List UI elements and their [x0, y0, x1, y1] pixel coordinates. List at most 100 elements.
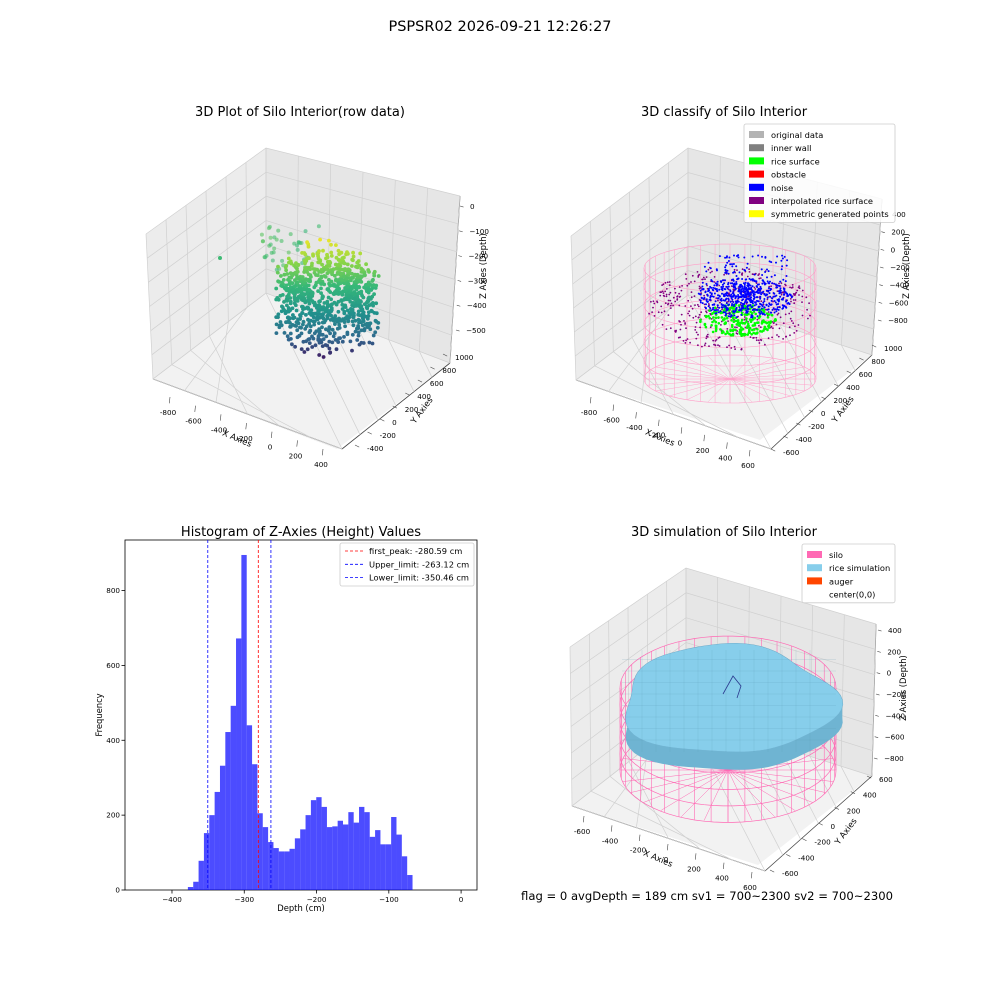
- classify-noise-point: [767, 282, 770, 284]
- classify-rice-point: [762, 309, 765, 312]
- classify-noise-point: [744, 269, 747, 272]
- classify-noise-point: [731, 303, 734, 305]
- classify-noise-point: [785, 275, 788, 277]
- classify-interp-point: [684, 273, 687, 276]
- raw-point: [284, 283, 289, 288]
- classify-interp-point: [798, 294, 800, 296]
- classify-interp-point: [703, 303, 706, 306]
- classify-noise-point: [779, 287, 782, 290]
- classify-noise-point: [751, 291, 754, 293]
- classify-noise-point: [743, 285, 746, 288]
- raw-point: [334, 347, 339, 352]
- classify-noise-point: [703, 296, 706, 299]
- classify-interp-point: [705, 310, 707, 313]
- classify-interp-point: [755, 339, 758, 342]
- classify-interp-point: [727, 312, 729, 315]
- raw-point: [295, 266, 299, 271]
- simulation-y-tick-label: 200: [847, 806, 861, 815]
- classify-interp-point: [793, 302, 796, 305]
- classify-interp-point: [703, 344, 706, 347]
- classify-rice-point: [734, 319, 738, 323]
- classify-noise-point: [737, 295, 740, 298]
- histogram-bar: [289, 848, 295, 890]
- histogram-x-tick-label: −100: [379, 895, 399, 904]
- classify-noise-point: [769, 287, 772, 290]
- classify-noise-point: [756, 315, 759, 318]
- raw-point: [306, 317, 310, 322]
- classify-noise-point: [735, 275, 738, 277]
- classify-x-tick-label: 600: [741, 461, 755, 470]
- classify-y-tick-label: 200: [834, 396, 848, 405]
- classify-rice-point: [739, 332, 743, 336]
- raw-point: [313, 343, 318, 348]
- classify-interp-point: [758, 273, 760, 275]
- raw-point: [312, 285, 317, 290]
- classify-noise-point: [777, 299, 780, 302]
- raw-point: [329, 250, 334, 255]
- raw-point: [332, 273, 337, 278]
- classify-rice-point: [743, 313, 747, 316]
- classify-rice-point: [748, 329, 751, 333]
- classify-noise-point: [718, 294, 721, 297]
- classify-interp-point: [668, 293, 671, 296]
- raw-point: [297, 277, 302, 282]
- classify-noise-point: [715, 284, 718, 287]
- classify-rice-point: [714, 329, 718, 333]
- classify-noise-point: [769, 311, 772, 314]
- raw-point: [348, 299, 353, 304]
- classify-noise-point: [702, 288, 705, 290]
- classify-interp-point: [698, 313, 701, 316]
- raw-point: [361, 341, 366, 345]
- classify-noise-point: [785, 299, 788, 302]
- classify-interp-point: [789, 286, 791, 289]
- classify-noise-point: [761, 255, 763, 258]
- histogram-bar: [193, 881, 199, 890]
- classify-interp-point: [650, 300, 652, 303]
- raw-point: [271, 250, 276, 255]
- classify-interp-point: [693, 295, 696, 297]
- raw-point: [295, 280, 300, 285]
- raw-y-tick-label: 400: [417, 392, 431, 401]
- classify-noise-point: [743, 301, 746, 304]
- classify-z-tick-label: 400: [892, 210, 906, 219]
- raw-point: [328, 350, 333, 355]
- classify-rice-point: [766, 312, 769, 316]
- classify-interp-point: [665, 293, 668, 296]
- raw-point: [285, 287, 289, 291]
- raw-point: [296, 240, 301, 245]
- raw-point: [350, 319, 355, 324]
- classify-noise-point: [782, 278, 785, 281]
- raw-point: [320, 262, 324, 267]
- simulation-z-tick-label: 200: [887, 647, 901, 656]
- classify-noise-point: [725, 306, 728, 309]
- classify-noise-point: [766, 280, 769, 283]
- histogram-bar: [342, 824, 349, 890]
- histogram-legend: first_peak: -280.59 cm Upper_limit: -263.…: [339, 542, 475, 587]
- classify-interp-point: [680, 289, 683, 292]
- raw-point: [286, 256, 291, 261]
- classify-noise-point: [705, 307, 707, 310]
- classify-rice-point: [745, 320, 748, 323]
- classify-interp-point: [697, 333, 699, 336]
- raw-point: [352, 311, 356, 316]
- raw-point: [337, 322, 342, 327]
- classify-interp-point: [703, 294, 705, 297]
- classify-x-tick-label: -600: [604, 416, 621, 425]
- histogram-x-axis-label: Depth (cm): [277, 903, 324, 913]
- simulation-y-tick-label: -600: [782, 869, 799, 878]
- classify-interp-point: [801, 301, 803, 303]
- classify-noise-point: [761, 282, 764, 285]
- classify-interp-point: [743, 318, 746, 321]
- classify-noise-point: [743, 256, 746, 259]
- raw-point: [373, 330, 378, 335]
- histogram-bar: [284, 851, 290, 890]
- classify-noise-point: [704, 290, 707, 293]
- raw-point: [320, 325, 324, 330]
- classify-interp-point: [806, 308, 808, 311]
- raw-point: [308, 311, 313, 316]
- simulation-legend-swatch: [807, 590, 822, 598]
- simulation-legend-label: rice simulation: [829, 563, 890, 573]
- raw-point: [351, 258, 355, 263]
- classify-noise-point: [726, 294, 729, 297]
- classify-interp-point: [784, 313, 787, 316]
